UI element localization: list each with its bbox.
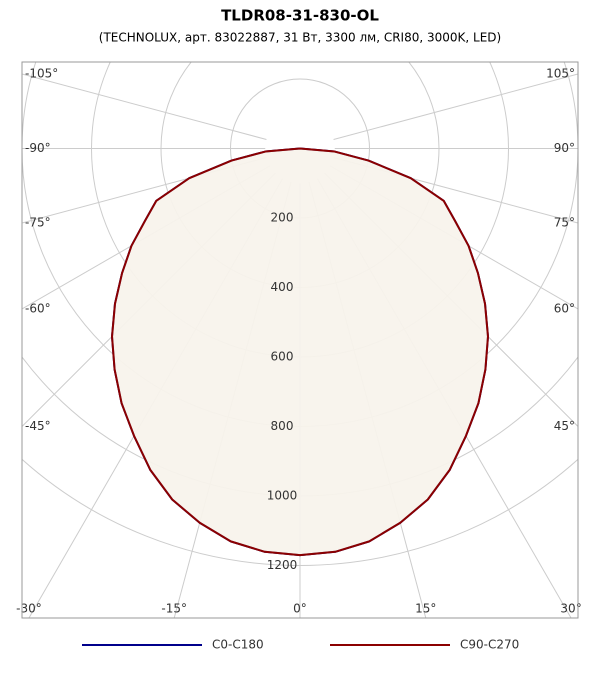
plot-frame: [21, 61, 579, 619]
chart-subtitle: (TECHNOLUX, арт. 83022887, 31 Вт, 3300 л…: [99, 31, 501, 45]
labels: -105° -90° -75° -60° -45° -30° -15° 0° 15° 30° 45°…: [16, 67, 582, 652]
angle-tick-label: -15°: [161, 602, 187, 616]
angle-tick-label: 15°: [415, 602, 436, 616]
chart-title: TLDR08-31-830-OL: [221, 7, 379, 25]
grid-ray: [22, 73, 267, 140]
r-tick-label: 1000: [267, 489, 298, 503]
legend-label: C90-C270: [460, 638, 519, 652]
grid-ray: [333, 73, 578, 140]
angle-tick-label: -45°: [25, 419, 51, 433]
angle-tick-label: -60°: [25, 302, 51, 316]
angle-tick-label: 90°: [554, 141, 575, 155]
r-tick-label: 400: [271, 280, 294, 294]
angle-tick-label: 0°: [293, 602, 307, 616]
angle-tick-label: -90°: [25, 141, 51, 155]
intensity-curve: [111, 147, 489, 557]
r-tick-label: 800: [271, 419, 294, 433]
legend-label: C0-C180: [212, 638, 264, 652]
angle-tick-label: 75°: [554, 215, 575, 229]
angle-tick-label: -30°: [16, 602, 42, 616]
r-tick-label: 600: [271, 350, 294, 364]
angle-tick-label: 105°: [546, 67, 575, 81]
r-tick-label: 200: [271, 211, 294, 225]
angle-tick-label: -105°: [25, 67, 58, 81]
curves: [111, 147, 489, 557]
r-tick-label: 1200: [267, 558, 298, 572]
angle-tick-label: -75°: [25, 215, 51, 229]
angle-tick-label: 60°: [554, 302, 575, 316]
angle-tick-label: 45°: [554, 419, 575, 433]
angle-tick-label: 30°: [560, 602, 581, 616]
